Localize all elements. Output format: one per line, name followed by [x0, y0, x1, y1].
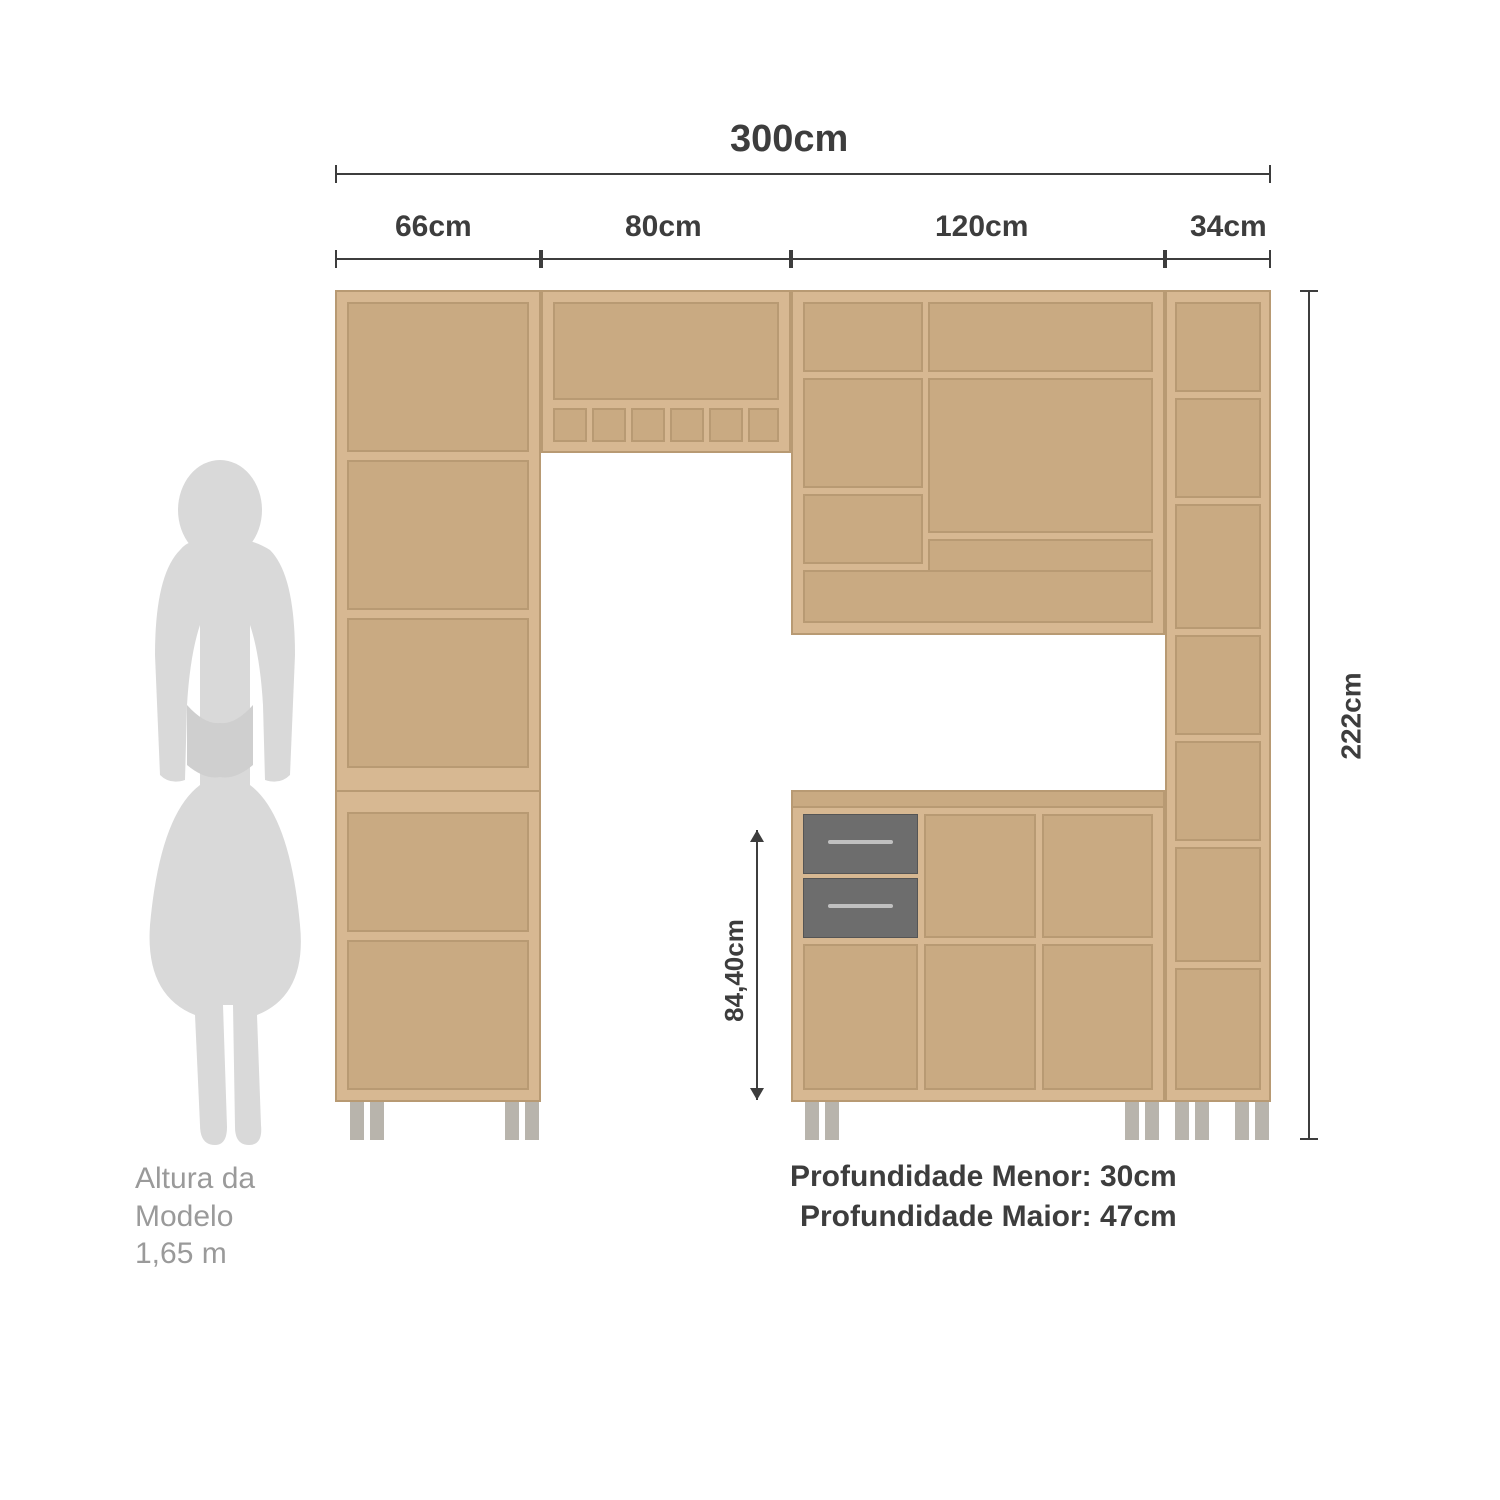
cubby6	[748, 408, 779, 442]
drawer1	[803, 814, 918, 874]
drawer2-handle	[828, 904, 893, 908]
colA-base-shelf1	[347, 812, 529, 932]
mc-l2: Modelo	[135, 1200, 233, 1233]
d2	[1175, 398, 1261, 498]
cu-s3	[803, 378, 923, 488]
dim-bar-a	[335, 250, 541, 268]
cu-s7	[803, 570, 1153, 623]
cl-open3	[1042, 814, 1153, 938]
dim-bar-d	[1165, 250, 1271, 268]
d1	[1175, 302, 1261, 392]
colA-shelf1	[347, 302, 529, 452]
cl-leg1	[805, 1102, 819, 1140]
colA-shelf3	[347, 618, 529, 768]
cl-open1	[803, 944, 918, 1090]
cl-leg3	[1125, 1102, 1139, 1140]
arrow-84	[750, 830, 764, 1100]
dim-col-d: 34cm	[1190, 210, 1267, 244]
colD-leg1	[1175, 1102, 1189, 1140]
dim-total-height: 222cm	[1336, 672, 1368, 759]
colA-leg3	[505, 1102, 519, 1140]
cl-leg2	[825, 1102, 839, 1140]
colD-leg2	[1195, 1102, 1209, 1140]
cu-s1	[803, 302, 923, 372]
dim-bar-height	[1300, 290, 1318, 1140]
cubby2	[592, 408, 626, 442]
dim-total-width: 300cm	[730, 118, 848, 161]
colD-leg3	[1235, 1102, 1249, 1140]
cu-s5	[803, 494, 923, 564]
d6	[1175, 847, 1261, 962]
drawer1-handle	[828, 840, 893, 844]
dim-col-a: 66cm	[395, 210, 472, 244]
cubby5	[709, 408, 743, 442]
drawer2	[803, 878, 918, 938]
mc-l3: 1,65 m	[135, 1237, 227, 1270]
dim-bar-c	[791, 250, 1165, 268]
dim-bar-b	[541, 250, 791, 268]
depth-large: Profundidade Maior: 47cm	[800, 1200, 1177, 1234]
d5	[1175, 741, 1261, 841]
dim-84: 84,40cm	[719, 919, 750, 1022]
model-caption: Altura da Modelo 1,65 m	[135, 1160, 255, 1273]
colA-leg2	[370, 1102, 384, 1140]
d4	[1175, 635, 1261, 735]
model-silhouette	[115, 455, 325, 1155]
cubby3	[631, 408, 665, 442]
colA-leg4	[525, 1102, 539, 1140]
colB-open	[553, 302, 779, 400]
cl-top	[791, 790, 1165, 808]
mc-l1: Altura da	[135, 1162, 255, 1195]
diagram-stage: 300cm 66cm 80cm 120cm 34cm 222cm 42,50cm…	[0, 0, 1500, 1500]
cl-open5	[1042, 944, 1153, 1090]
dim-col-c: 120cm	[935, 210, 1028, 244]
cl-open2	[924, 814, 1036, 938]
dim-col-b: 80cm	[625, 210, 702, 244]
cu-s2	[928, 302, 1153, 372]
cl-leg4	[1145, 1102, 1159, 1140]
depth-small: Profundidade Menor: 30cm	[790, 1160, 1177, 1194]
cu-s4	[928, 378, 1153, 533]
cubby1	[553, 408, 587, 442]
dim-bar-total	[335, 165, 1271, 183]
colA-shelf2	[347, 460, 529, 610]
d3	[1175, 504, 1261, 629]
colD-leg4	[1255, 1102, 1269, 1140]
colA-leg1	[350, 1102, 364, 1140]
d7	[1175, 968, 1261, 1090]
cl-open4	[924, 944, 1036, 1090]
cubby4	[670, 408, 704, 442]
colA-base-shelf2	[347, 940, 529, 1090]
